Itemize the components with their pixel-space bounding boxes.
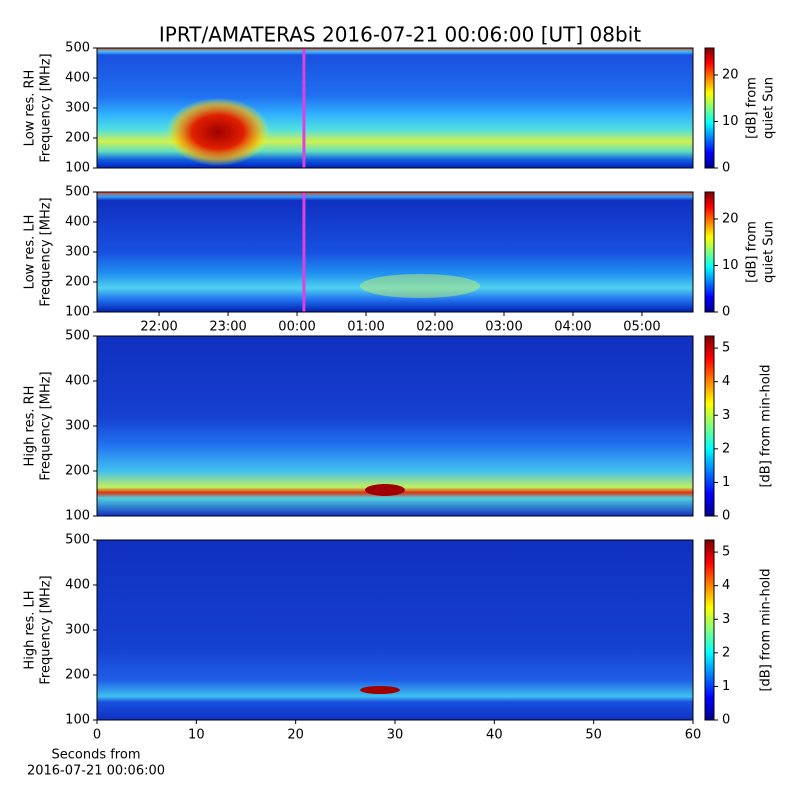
y-axis-label: High res. LH: [23, 590, 38, 669]
colorbar-tick-label: 2: [722, 645, 730, 660]
y-tick-label: 100: [65, 161, 90, 176]
colorbar-label: [dB] from min-hold: [759, 568, 774, 691]
y-tick-label: 200: [65, 464, 90, 479]
colorbar-tick-label: 4: [722, 374, 730, 389]
colorbar-tick-label: 5: [722, 341, 730, 356]
burst-region: [360, 686, 400, 694]
y-axis-label: High res. RH: [23, 386, 38, 467]
x-axis-label: Seconds from: [51, 748, 140, 763]
x-tick-label: 01:00: [347, 320, 384, 335]
y-axis-label: Low res. LH: [23, 215, 38, 290]
x-axis-label: 2016-07-21 00:06:00: [27, 764, 165, 779]
emission-region: [360, 274, 480, 298]
colorbar-tick-label: 1: [722, 475, 730, 490]
y-tick-label: 500: [65, 533, 90, 548]
colorbar-tick-label: 3: [722, 408, 730, 423]
heatmap-images: [97, 48, 693, 720]
y-tick-label: 400: [65, 71, 90, 86]
colorbar: [704, 191, 715, 313]
x-tick-label: 20: [287, 728, 304, 743]
y-tick-label: 100: [65, 509, 90, 524]
y-tick-label: 300: [65, 245, 90, 260]
x-tick-label: 02:00: [416, 320, 453, 335]
x-tick-label: 30: [387, 728, 404, 743]
colorbar-tick-label: 0: [722, 305, 730, 320]
y-tick-label: 300: [65, 623, 90, 638]
y-tick-label: 400: [65, 374, 90, 389]
figure-title: IPRT/AMATERAS 2016-07-21 00:06:00 [UT] 0…: [159, 23, 641, 47]
y-tick-label: 200: [65, 131, 90, 146]
y-axis-label: Frequency [MHz]: [39, 575, 54, 684]
colorbar-tick-label: 20: [722, 67, 739, 82]
colorbar-label: [dB] from: [745, 221, 760, 283]
x-tick-label: 03:00: [485, 320, 522, 335]
x-tick-label: 0: [93, 728, 101, 743]
y-tick-label: 300: [65, 419, 90, 434]
x-tick-label: 60: [685, 728, 702, 743]
colorbar-label: [dB] from: [745, 77, 760, 139]
colorbar-label: quiet Sun: [762, 77, 777, 139]
colorbar-tick-label: 1: [722, 679, 730, 694]
y-tick-label: 500: [65, 329, 90, 344]
colorbar-tick-label: 3: [722, 612, 730, 627]
x-tick-label: 04:00: [554, 320, 591, 335]
colorbar-label: quiet Sun: [762, 221, 777, 283]
y-axis-label: Low res. RH: [23, 70, 38, 147]
colorbar: [704, 47, 715, 169]
colorbar-tick-label: 2: [722, 441, 730, 456]
y-tick-label: 300: [65, 101, 90, 116]
x-tick-label: 10: [188, 728, 205, 743]
x-tick-label: 40: [486, 728, 503, 743]
colorbar-tick-label: 10: [722, 258, 739, 273]
x-tick-label: 00:00: [278, 320, 315, 335]
colorbar-tick-label: 4: [722, 578, 730, 593]
y-axis-label: Frequency [MHz]: [39, 197, 54, 306]
colorbar-tick-label: 0: [722, 509, 730, 524]
x-tick-label: 50: [585, 728, 602, 743]
y-tick-label: 500: [65, 185, 90, 200]
y-tick-label: 400: [65, 215, 90, 230]
colorbar-tick-label: 0: [722, 161, 730, 176]
spectrogram: [97, 540, 693, 720]
y-tick-label: 100: [65, 305, 90, 320]
colorbar-tick-label: 20: [722, 211, 739, 226]
y-tick-label: 200: [65, 668, 90, 683]
colorbar: [704, 335, 715, 517]
burst-region: [365, 484, 405, 496]
y-tick-label: 500: [65, 41, 90, 56]
y-tick-label: 400: [65, 578, 90, 593]
x-tick-label: 05:00: [623, 320, 660, 335]
y-tick-label: 100: [65, 713, 90, 728]
x-tick-label: 23:00: [209, 320, 246, 335]
x-tick-label: 22:00: [140, 320, 177, 335]
colorbar-tick-label: 5: [722, 545, 730, 560]
y-tick-label: 200: [65, 275, 90, 290]
colorbar-tick-label: 10: [722, 114, 739, 129]
colorbar: [704, 539, 715, 721]
y-axis-label: Frequency [MHz]: [39, 371, 54, 480]
colorbar-tick-label: 0: [722, 713, 730, 728]
colorbar-label: [dB] from min-hold: [759, 364, 774, 487]
burst-region: [166, 98, 270, 166]
y-axis-label: Frequency [MHz]: [39, 53, 54, 162]
